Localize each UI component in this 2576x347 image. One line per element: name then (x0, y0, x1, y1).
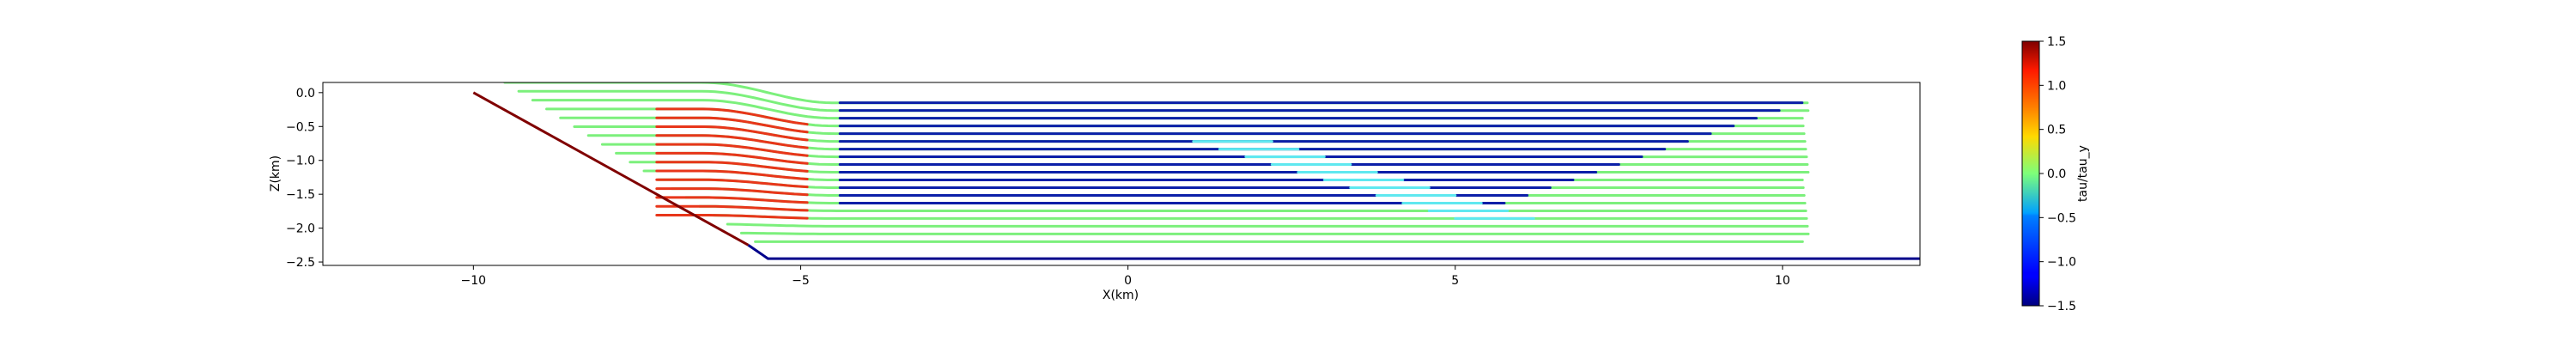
streamline (698, 204, 1807, 212)
y-tick-label: 0.0 (296, 87, 315, 100)
streamline-segment (655, 187, 809, 197)
y-tick-label: −1.0 (286, 155, 315, 168)
plot-frame (322, 82, 1921, 266)
streamline-segment (655, 214, 809, 220)
y-axis: 0.0 −0.5 −1.0 −1.5 −2.0 −2.5 (286, 87, 323, 270)
colorbar-tick-label: −1.0 (2047, 256, 2076, 270)
x-axis: −10 −5 0 5 10 (461, 265, 1790, 288)
y-tick-label: −1.5 (286, 188, 315, 202)
streamlines (503, 82, 1810, 243)
streamline (600, 143, 1808, 159)
streamline (712, 214, 1808, 220)
colorbar-tick-label: 0.0 (2047, 167, 2066, 181)
colorbar-label: tau/tau_y (2076, 145, 2090, 202)
y-tick-label: −0.5 (286, 120, 315, 134)
streamline-segment (655, 151, 809, 165)
y-tick-label: −2.0 (286, 222, 315, 236)
boundaries (472, 91, 1920, 260)
fault-line (472, 91, 750, 247)
x-tick-label: 0 (1124, 274, 1132, 288)
streamline-segment (655, 178, 809, 189)
colorbar-ticks: 1.5 1.0 0.5 0.0 −0.5 −1.0 −1.5 (2039, 35, 2076, 314)
colorbar-tick-label: 1.5 (2047, 35, 2066, 49)
x-tick-label: 10 (1775, 274, 1790, 288)
streamline-segment (655, 107, 809, 126)
x-axis-label: X(km) (1103, 289, 1139, 302)
streamline-segment (655, 196, 809, 204)
x-tick-label: −5 (792, 274, 810, 288)
colorbar-gradient (2021, 40, 2040, 307)
streamline-segment (655, 125, 809, 142)
streamline (726, 222, 1809, 228)
colorbar-tick-label: 0.5 (2047, 124, 2066, 137)
y-tick-label: −2.5 (286, 256, 315, 270)
x-tick-label: −10 (461, 274, 487, 288)
streamline (739, 231, 1810, 235)
x-tick-label: 5 (1451, 274, 1459, 288)
streamline-segment (655, 134, 809, 149)
colorbar-tick-label: −1.5 (2047, 300, 2076, 314)
colorbar-tick-label: 1.0 (2047, 79, 2066, 93)
base-line (747, 244, 1920, 260)
streamline-segment (655, 143, 809, 157)
y-axis-label: Z(km) (269, 155, 283, 192)
streamline-segment (655, 116, 809, 134)
colorbar-tick-label: −0.5 (2047, 211, 2076, 225)
streamline-segment (655, 204, 809, 212)
plot-area (322, 82, 1921, 266)
streamline-segment (655, 169, 809, 180)
colorbar: 1.5 1.0 0.5 0.0 −0.5 −1.0 −1.5 tau/tau_y (2021, 35, 2090, 314)
streamline-segment (655, 161, 809, 173)
